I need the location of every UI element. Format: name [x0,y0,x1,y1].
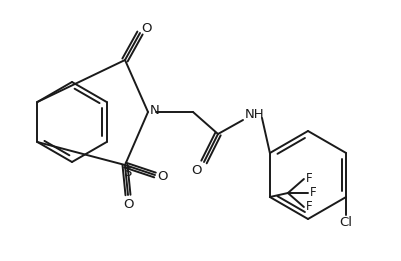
Text: N: N [150,104,160,116]
Text: O: O [157,170,168,183]
Text: O: O [142,21,152,34]
Text: F: F [309,186,316,199]
Text: O: O [124,199,134,211]
Text: F: F [305,199,312,212]
Text: Cl: Cl [339,217,352,229]
Text: S: S [123,167,131,180]
Text: NH: NH [245,108,264,121]
Text: O: O [191,163,202,176]
Text: F: F [305,171,312,185]
